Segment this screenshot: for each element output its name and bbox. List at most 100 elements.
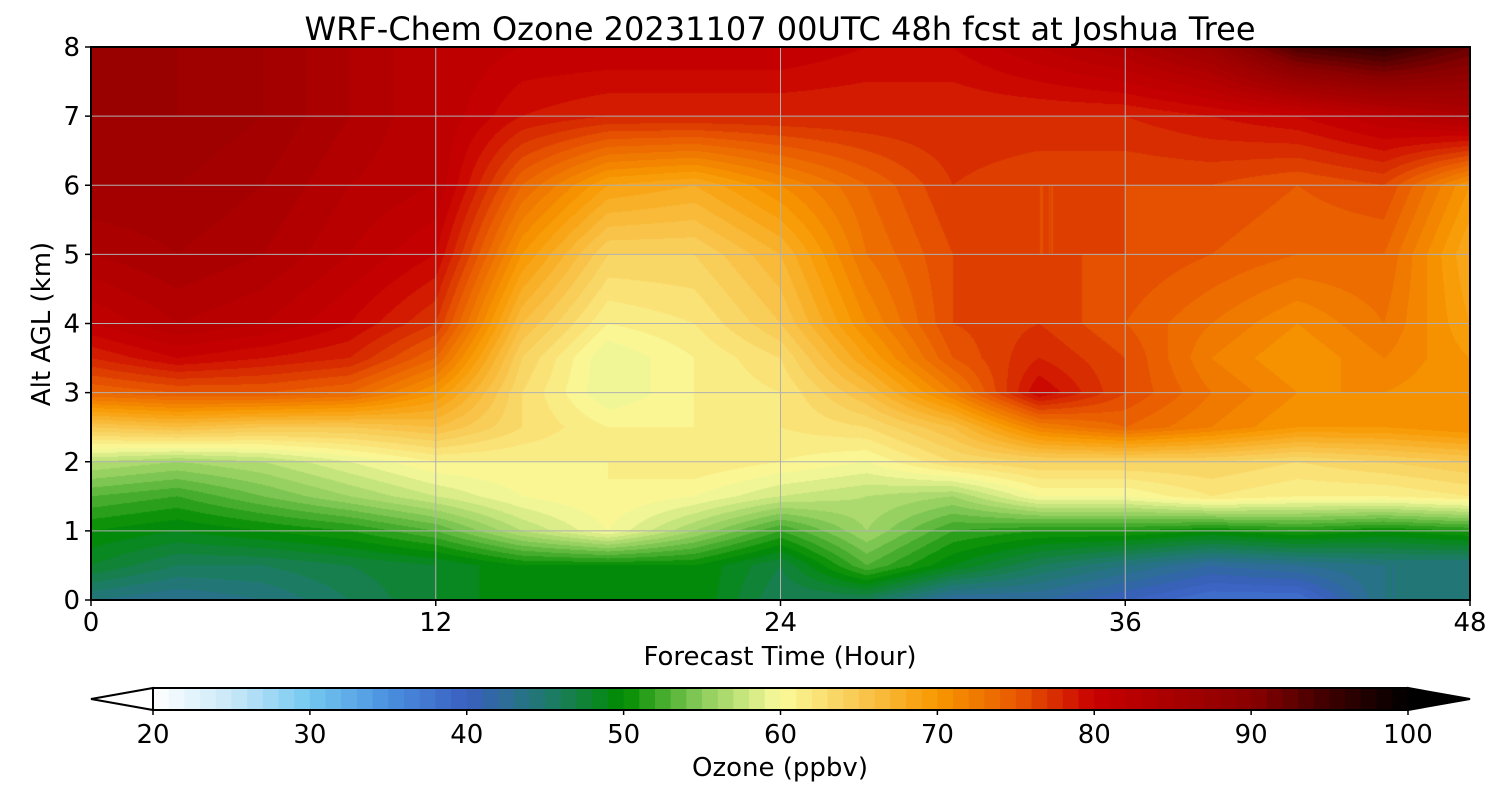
colorbar-segment bbox=[827, 688, 844, 710]
colorbar-segment bbox=[607, 688, 625, 710]
y-tick-label: 5 bbox=[63, 240, 80, 270]
colorbar-segment bbox=[1298, 688, 1315, 710]
colorbar-segment bbox=[1125, 688, 1142, 710]
x-axis: 0 12 24 36 48 bbox=[83, 600, 1487, 638]
colorbar-segment bbox=[670, 688, 687, 710]
colorbar-segment bbox=[921, 688, 938, 710]
colorbar-segment bbox=[1251, 688, 1268, 710]
x-tick-label: 0 bbox=[83, 608, 100, 638]
colorbar-segment bbox=[655, 688, 672, 710]
colorbar-segment bbox=[1235, 688, 1252, 710]
colorbar-tick-label: 80 bbox=[1078, 720, 1111, 750]
plot-area bbox=[90, 46, 1471, 601]
colorbar-segment bbox=[717, 688, 735, 710]
y-tick-label: 0 bbox=[63, 586, 80, 616]
y-axis: 0 1 2 3 4 5 6 7 8 bbox=[63, 33, 91, 616]
colorbar-segment bbox=[419, 688, 436, 710]
y-tick-label: 1 bbox=[63, 517, 80, 547]
colorbar-segment bbox=[1094, 688, 1111, 710]
colorbar-tick-label: 40 bbox=[450, 720, 483, 750]
colorbar-segment bbox=[1376, 688, 1393, 710]
colorbar-segment bbox=[1360, 688, 1378, 710]
colorbar-segment bbox=[937, 688, 954, 710]
colorbar-segment bbox=[874, 688, 891, 710]
colorbar-segment bbox=[341, 688, 358, 710]
colorbar-segment bbox=[168, 688, 185, 710]
y-tick-label: 4 bbox=[63, 310, 80, 340]
colorbar-segment bbox=[623, 688, 640, 710]
colorbar-segment bbox=[1172, 688, 1189, 710]
colorbar-segment bbox=[1078, 688, 1095, 710]
colorbar-tick-label: 20 bbox=[136, 720, 169, 750]
colorbar-segment bbox=[1000, 688, 1017, 710]
colorbar-segment bbox=[325, 688, 342, 710]
colorbar-segment bbox=[749, 688, 766, 710]
colorbar-segment bbox=[1062, 688, 1080, 710]
colorbar-tick-label: 30 bbox=[293, 720, 326, 750]
x-tick-label: 24 bbox=[764, 608, 797, 638]
colorbar-segment bbox=[498, 688, 515, 710]
colorbar-segment bbox=[953, 688, 970, 710]
colorbar-segment bbox=[1031, 688, 1048, 710]
y-tick-label: 3 bbox=[63, 379, 80, 409]
colorbar-segment bbox=[262, 688, 280, 710]
colorbar-segment bbox=[686, 688, 703, 710]
colorbar-segment bbox=[278, 688, 295, 710]
colorbar-segment bbox=[1157, 688, 1174, 710]
colorbar-segment bbox=[576, 688, 593, 710]
colorbar-segment bbox=[592, 688, 609, 710]
y-tick-label: 7 bbox=[63, 102, 80, 132]
x-axis-label: Forecast Time (Hour) bbox=[643, 642, 916, 672]
colorbar-segment bbox=[858, 688, 876, 710]
colorbar-segment bbox=[1109, 688, 1127, 710]
colorbar-segment bbox=[906, 688, 923, 710]
colorbar-segment bbox=[733, 688, 750, 710]
y-tick-label: 8 bbox=[63, 33, 80, 63]
chart-title: WRF-Chem Ozone 20231107 00UTC 48h fcst a… bbox=[304, 10, 1255, 48]
colorbar-segment bbox=[1047, 688, 1064, 710]
y-axis-label: Alt AGL (km) bbox=[27, 242, 57, 406]
colorbar-segment bbox=[513, 688, 531, 710]
colorbar-segment bbox=[796, 688, 813, 710]
colorbar-ticks: 20 30 40 50 60 70 80 90 100 bbox=[136, 710, 1433, 750]
colorbar-segment bbox=[968, 688, 986, 710]
x-tick-label: 48 bbox=[1453, 608, 1486, 638]
x-tick-label: 36 bbox=[1109, 608, 1142, 638]
colorbar-segment bbox=[184, 688, 201, 710]
y-tick-label: 6 bbox=[63, 171, 80, 201]
colorbar-segment bbox=[356, 688, 374, 710]
colorbar-segment bbox=[702, 688, 719, 710]
colorbar-segment bbox=[1392, 688, 1409, 710]
colorbar-segment bbox=[1282, 688, 1299, 710]
colorbar-segment bbox=[451, 688, 468, 710]
colorbar-segment bbox=[639, 688, 656, 710]
colorbar-segment bbox=[404, 688, 421, 710]
colorbar-segment bbox=[764, 688, 782, 710]
colorbar-max-extend bbox=[1407, 686, 1471, 712]
colorbar-segments bbox=[153, 688, 1409, 710]
colorbar-segment bbox=[231, 688, 248, 710]
colorbar-segment bbox=[466, 688, 484, 710]
colorbar-segment bbox=[984, 688, 1001, 710]
colorbar-segment bbox=[388, 688, 405, 710]
colorbar-segment bbox=[1141, 688, 1158, 710]
colorbar-segment bbox=[435, 688, 452, 710]
colorbar-segment bbox=[1345, 688, 1362, 710]
colorbar-segment bbox=[529, 688, 546, 710]
colorbar-segment bbox=[1188, 688, 1205, 710]
colorbar-segment bbox=[294, 688, 311, 710]
colorbar-segment bbox=[482, 688, 499, 710]
x-tick-label: 12 bbox=[419, 608, 452, 638]
colorbar-tick-label: 50 bbox=[607, 720, 640, 750]
colorbar-segment bbox=[843, 688, 860, 710]
colorbar: 20 30 40 50 60 70 80 90 100 Ozone (ppbv) bbox=[90, 686, 1471, 783]
colorbar-segment bbox=[811, 688, 829, 710]
colorbar-segment bbox=[1204, 688, 1221, 710]
colorbar-segment bbox=[215, 688, 233, 710]
y-tick-label: 2 bbox=[63, 448, 80, 478]
colorbar-segment bbox=[1219, 688, 1237, 710]
colorbar-segment bbox=[560, 688, 578, 710]
colorbar-segment bbox=[153, 688, 170, 710]
colorbar-segment bbox=[1313, 688, 1331, 710]
